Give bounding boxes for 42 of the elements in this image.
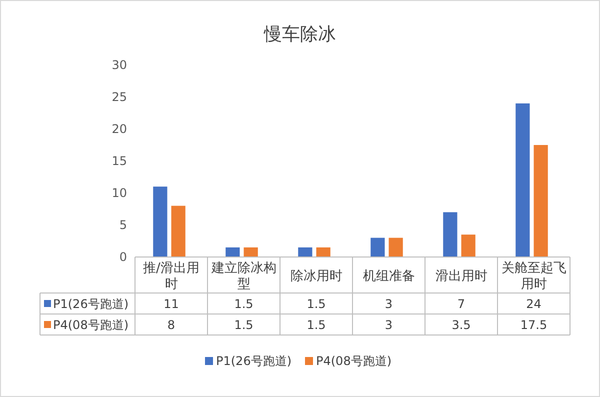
data-label: 24 — [526, 297, 542, 311]
chart-title: 慢车除冰 — [263, 24, 336, 45]
legend-label: P1(26号跑道) — [53, 297, 129, 311]
bar — [443, 212, 458, 257]
data-label: 3 — [384, 297, 393, 311]
bar — [388, 238, 403, 257]
bar — [516, 103, 530, 257]
data-label: 7 — [457, 297, 466, 311]
x-tick-label: 除冰用时 — [290, 269, 342, 284]
y-tick-label: 5 — [119, 218, 127, 232]
bar — [461, 234, 476, 257]
bar — [244, 247, 258, 257]
bar — [153, 186, 168, 257]
data-label: 17.5 — [520, 318, 548, 332]
x-tick-label: 关舱至起飞用时 — [501, 261, 566, 292]
y-tick-label: 25 — [112, 90, 127, 104]
data-label: 3.5 — [452, 318, 471, 332]
data-label: 11 — [164, 297, 179, 311]
data-label: 1.5 — [306, 297, 326, 311]
x-tick-label: 滑出用时 — [435, 269, 488, 284]
y-tick-label: 0 — [119, 250, 127, 264]
data-label: 1.5 — [306, 318, 326, 332]
text: P4(08号跑道) — [316, 354, 392, 368]
x-tick-label: 推/滑出用时 — [143, 261, 200, 292]
x-tick-label: 建立除冰构型 — [210, 260, 276, 292]
data-label: 3 — [384, 318, 393, 332]
text: P1(26号跑道) — [216, 354, 292, 368]
bar — [298, 247, 312, 257]
y-tick-label: 30 — [112, 58, 127, 72]
data-label: 8 — [167, 318, 176, 332]
y-tick-label: 15 — [112, 154, 127, 168]
y-tick-label: 20 — [112, 122, 127, 136]
legend-label: P4(08号跑道) — [53, 318, 129, 332]
bar — [171, 206, 186, 257]
data-label: 1.5 — [234, 318, 254, 332]
x-tick-label: 机组准备 — [362, 269, 415, 284]
data-label: 1.5 — [234, 297, 254, 311]
bar — [226, 247, 240, 257]
bar — [370, 238, 385, 257]
y-tick-label: 10 — [112, 186, 127, 200]
bar — [316, 247, 330, 257]
bar — [534, 145, 548, 257]
